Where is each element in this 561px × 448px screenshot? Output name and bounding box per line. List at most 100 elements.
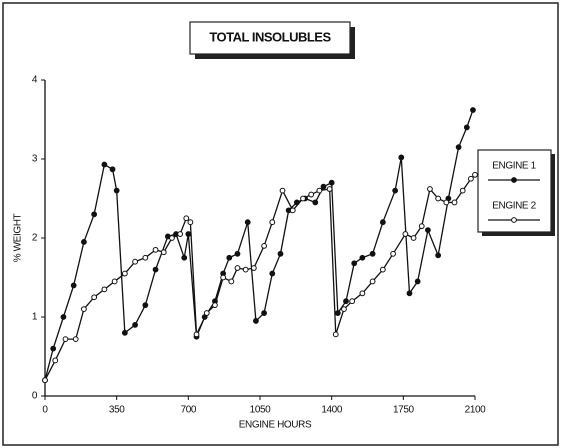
point <box>334 310 341 316</box>
point <box>91 211 98 218</box>
point <box>343 298 349 305</box>
point <box>228 278 235 285</box>
point <box>109 166 116 173</box>
point <box>113 187 120 194</box>
point <box>81 239 87 245</box>
point <box>193 331 200 338</box>
point <box>308 191 315 198</box>
point <box>425 227 431 234</box>
point <box>152 246 159 253</box>
point <box>91 294 98 301</box>
point <box>455 144 462 151</box>
legend-marker <box>511 217 517 223</box>
point <box>242 266 249 273</box>
x-tick-label: 1750 <box>393 405 414 416</box>
point <box>203 310 210 316</box>
point <box>418 223 425 230</box>
point <box>277 250 284 257</box>
point <box>52 357 59 364</box>
point <box>459 187 466 194</box>
point <box>261 310 267 316</box>
point <box>181 254 188 261</box>
x-tick-label: 1050 <box>250 405 271 416</box>
point <box>359 290 366 297</box>
point <box>326 186 333 192</box>
point <box>300 195 306 202</box>
point <box>212 302 218 309</box>
x-tick-label: 0 <box>42 405 48 416</box>
point <box>60 314 67 320</box>
title-box <box>189 21 351 55</box>
point <box>435 195 442 202</box>
point <box>253 318 259 324</box>
point <box>187 219 194 226</box>
point <box>121 329 128 336</box>
point <box>468 175 474 182</box>
point <box>250 265 257 271</box>
point <box>111 278 118 285</box>
x-tick-label: 2100 <box>465 405 486 416</box>
point <box>220 274 227 281</box>
legend-marker <box>511 177 517 183</box>
point <box>142 254 149 261</box>
point <box>279 187 286 194</box>
point <box>328 179 335 186</box>
x-axis-label: ENGINE HOURS <box>239 420 312 431</box>
series-line <box>44 174 476 381</box>
chart-title: TOTAL INSOLUBLES <box>209 29 331 44</box>
point <box>62 336 69 343</box>
point <box>406 290 413 297</box>
point <box>369 250 376 257</box>
point <box>427 186 433 192</box>
point <box>316 187 323 194</box>
point <box>379 266 386 273</box>
point <box>234 250 241 257</box>
point <box>312 199 319 206</box>
point <box>169 235 175 241</box>
point <box>410 235 417 241</box>
point <box>269 219 276 226</box>
point <box>332 331 339 338</box>
point <box>226 254 233 261</box>
point <box>414 278 421 285</box>
point <box>70 282 77 289</box>
point <box>392 187 399 194</box>
point <box>470 107 476 113</box>
point <box>185 231 192 237</box>
point <box>402 231 409 237</box>
point <box>369 278 376 285</box>
point <box>269 270 276 277</box>
y-tick-label: 1 <box>32 312 38 323</box>
point <box>349 298 356 305</box>
point <box>351 260 358 267</box>
y-tick-label: 4 <box>32 75 38 86</box>
point <box>72 336 79 343</box>
point <box>152 266 159 273</box>
point <box>244 219 251 226</box>
point <box>50 345 57 352</box>
point <box>132 322 138 328</box>
point <box>320 183 327 190</box>
point <box>101 161 108 168</box>
point <box>81 306 87 313</box>
point <box>443 199 450 206</box>
point <box>42 377 48 384</box>
y-tick-label: 3 <box>32 154 38 165</box>
x-tick-label: 350 <box>109 405 125 416</box>
point <box>101 286 108 293</box>
point <box>341 306 347 313</box>
point <box>142 302 149 309</box>
point <box>359 254 366 261</box>
point <box>390 250 396 257</box>
point <box>121 270 128 277</box>
series-line <box>44 109 474 381</box>
legend-label: ENGINE 1 <box>492 161 536 172</box>
point <box>451 199 458 206</box>
point <box>132 258 138 265</box>
point <box>435 252 442 259</box>
point <box>183 215 190 222</box>
point <box>463 124 470 131</box>
y-tick-label: 0 <box>32 391 38 402</box>
